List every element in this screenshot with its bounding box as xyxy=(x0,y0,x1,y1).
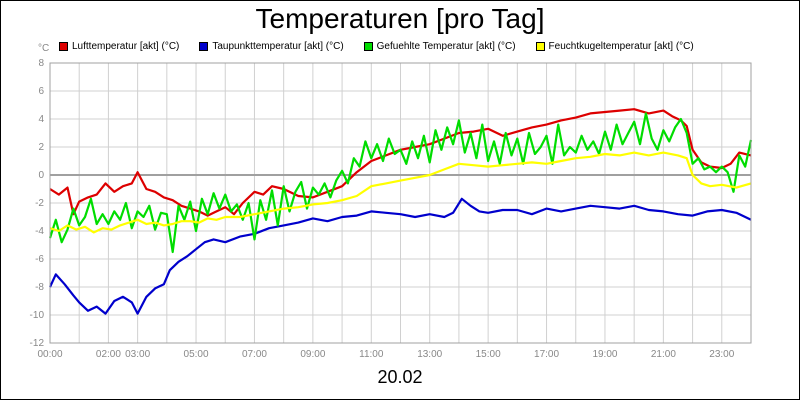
x-tick-label: 11:00 xyxy=(359,349,384,360)
legend-item-taupunkttemperatur: Taupunkttemperatur [akt] (°C) xyxy=(199,39,344,53)
x-tick-label: 03:00 xyxy=(125,349,150,360)
legend-label-feuchtkugeltemperatur: Feuchtkugeltemperatur [akt] (°C) xyxy=(548,40,694,52)
plot-border xyxy=(49,62,752,344)
x-tick-label: 13:00 xyxy=(417,349,442,360)
x-tick-label: 02:00 xyxy=(96,349,121,360)
legend-item-feuchtkugeltemperatur: Feuchtkugeltemperatur [akt] (°C) xyxy=(535,39,694,53)
x-tick-label: 19:00 xyxy=(592,349,617,360)
y-tick-label: 0 xyxy=(38,170,44,181)
x-tick-label: 09:00 xyxy=(300,349,325,360)
x-tick-label: 05:00 xyxy=(184,349,209,360)
y-tick-label: 4 xyxy=(38,114,44,125)
legend-swatch-lufttemperatur xyxy=(59,41,68,51)
legend-swatch-gefuehlte-temperatur xyxy=(363,41,373,51)
legend-item-gefuehlte-temperatur: Gefuehlte Temperatur [akt] (°C) xyxy=(363,39,516,53)
legend-label-taupunkttemperatur: Taupunkttemperatur [akt] (°C) xyxy=(212,40,344,52)
series-line-1 xyxy=(49,197,752,315)
y-tick-label: 6 xyxy=(38,86,44,97)
y-tick-label: -8 xyxy=(35,282,44,293)
legend-label-lufttemperatur: Lufttemperatur [akt] (°C) xyxy=(72,40,180,52)
x-tick-label: 00:00 xyxy=(37,349,62,360)
y-tick-label: -6 xyxy=(35,254,44,265)
legend-swatch-taupunkttemperatur xyxy=(199,41,209,51)
series-line-3 xyxy=(49,151,752,234)
legend-label-gefuehlte-temperatur: Gefuehlte Temperatur [akt] (°C) xyxy=(376,40,516,52)
y-tick-label: -4 xyxy=(35,226,44,237)
x-tick-label: 17:00 xyxy=(534,349,559,360)
y-unit-label: °C xyxy=(38,43,50,54)
chart-title: Temperaturen [pro Tag] xyxy=(255,3,545,34)
y-tick-label: -2 xyxy=(35,198,44,209)
legend-swatch-feuchtkugeltemperatur xyxy=(535,41,545,51)
y-tick-label: -10 xyxy=(30,310,45,321)
x-tick-label: 15:00 xyxy=(476,349,501,360)
y-tick-label: 8 xyxy=(38,58,44,69)
y-tick-label: -12 xyxy=(30,338,45,349)
grid-layer xyxy=(49,62,752,344)
x-axis-date-label: 20.02 xyxy=(377,367,423,387)
legend-item-lufttemperatur: Lufttemperatur [akt] (°C) xyxy=(59,39,179,53)
series-layer xyxy=(48,108,753,315)
chart-legend: Lufttemperatur [akt] (°C) Taupunkttemper… xyxy=(59,39,694,53)
y-tick-label: 2 xyxy=(38,142,44,153)
axis-layer: -12 -10 -8 -6 -4 -2 0 2 4 6 8 00:00 02:00 03:00 05:00 0… xyxy=(30,58,752,360)
x-tick-label: 07:00 xyxy=(242,349,267,360)
x-tick-label: 21:00 xyxy=(651,349,676,360)
x-tick-label: 23:00 xyxy=(709,349,734,360)
series-line-2 xyxy=(48,112,753,254)
